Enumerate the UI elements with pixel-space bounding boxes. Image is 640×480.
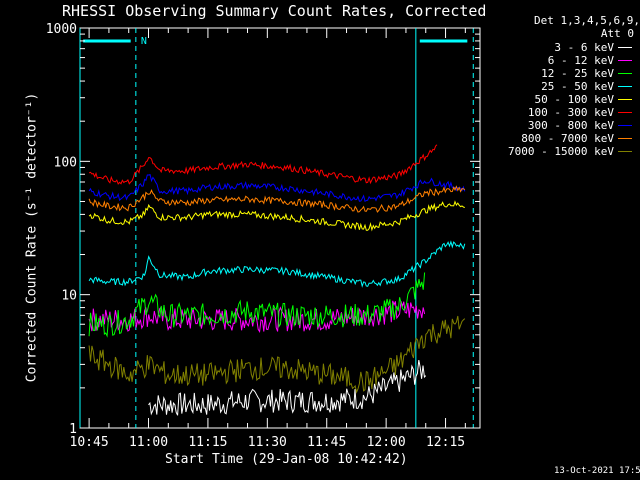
legend-entry: 300 - 800 keV bbox=[486, 119, 634, 132]
series-line-4 bbox=[88, 200, 465, 232]
legend-label: 7000 - 15000 keV bbox=[508, 145, 614, 158]
series-layer bbox=[88, 144, 466, 416]
x-tick-label: 11:00 bbox=[129, 435, 168, 450]
x-axis-label: Start Time (29-Jan-08 10:42:42) bbox=[165, 452, 408, 467]
chart-title: RHESSI Observing Summary Count Rates, Co… bbox=[62, 2, 487, 20]
y-axis-label: Corrected Count Rate (s⁻¹ detector⁻¹) bbox=[24, 92, 40, 383]
x-tick-label: 10:45 bbox=[70, 435, 109, 450]
y-tick-label: 1000 bbox=[46, 22, 77, 37]
legend-entry: 7000 - 15000 keV bbox=[486, 145, 634, 158]
legend-swatch bbox=[618, 151, 632, 152]
y-tick-label: 100 bbox=[54, 155, 77, 170]
legend-entry: 6 - 12 keV bbox=[486, 54, 634, 67]
night-markers: N bbox=[79, 28, 474, 428]
legend-swatch bbox=[618, 125, 632, 126]
y-tick-label: 10 bbox=[61, 289, 77, 304]
detectors-note: Det 1,3,4,5,6,9, bbox=[534, 14, 640, 27]
legend-entry: 50 - 100 keV bbox=[486, 93, 634, 106]
legend-label: 50 - 100 keV bbox=[534, 93, 614, 106]
series-line-5 bbox=[88, 144, 438, 185]
legend: 3 - 6 keV 6 - 12 keV 12 - 25 keV 25 - 50 ke… bbox=[486, 41, 634, 158]
legend-label: 25 - 50 keV bbox=[541, 80, 614, 93]
legend-entry: 800 - 7000 keV bbox=[486, 132, 634, 145]
legend-swatch bbox=[618, 138, 632, 139]
legend-entry: 100 - 300 keV bbox=[486, 106, 634, 119]
n-marker-label: N bbox=[141, 36, 147, 47]
attenuator-note: Att 0 bbox=[600, 27, 634, 40]
generation-timestamp: 13-Oct-2021 17:52 bbox=[554, 466, 640, 476]
legend-entry: 25 - 50 keV bbox=[486, 80, 634, 93]
legend-swatch bbox=[618, 99, 632, 100]
x-tick-label: 12:15 bbox=[426, 435, 465, 450]
legend-entry: 12 - 25 keV bbox=[486, 67, 634, 80]
legend-label: 6 - 12 keV bbox=[547, 54, 614, 67]
legend-swatch bbox=[618, 60, 632, 61]
legend-entry: 3 - 6 keV bbox=[486, 41, 634, 54]
legend-swatch bbox=[618, 86, 632, 87]
series-line-3 bbox=[88, 240, 466, 288]
y-tick-label: 1 bbox=[69, 422, 77, 437]
axes: 1 10 100 1000 10:45 11:00 11:15 11:30 11:45 12:00… bbox=[46, 22, 480, 450]
legend-label: 12 - 25 keV bbox=[541, 67, 614, 80]
x-tick-label: 11:45 bbox=[307, 435, 346, 450]
series-line-8 bbox=[88, 315, 466, 394]
detector-note: Det 1,3,4,5,6,9, Att 0 bbox=[534, 14, 640, 40]
series-line-2 bbox=[88, 272, 426, 338]
legend-label: 300 - 800 keV bbox=[527, 119, 614, 132]
series-line-0 bbox=[148, 360, 427, 416]
legend-swatch bbox=[618, 112, 632, 113]
series-line-7 bbox=[88, 185, 466, 213]
legend-label: 800 - 7000 keV bbox=[521, 132, 614, 145]
legend-label: 3 - 6 keV bbox=[554, 41, 614, 54]
x-tick-label: 12:00 bbox=[367, 435, 406, 450]
legend-label: 100 - 300 keV bbox=[527, 106, 614, 119]
x-tick-label: 11:15 bbox=[188, 435, 227, 450]
legend-swatch bbox=[618, 73, 632, 74]
series-line-6 bbox=[88, 173, 466, 203]
x-tick-label: 11:30 bbox=[248, 435, 287, 450]
legend-swatch bbox=[618, 47, 632, 48]
